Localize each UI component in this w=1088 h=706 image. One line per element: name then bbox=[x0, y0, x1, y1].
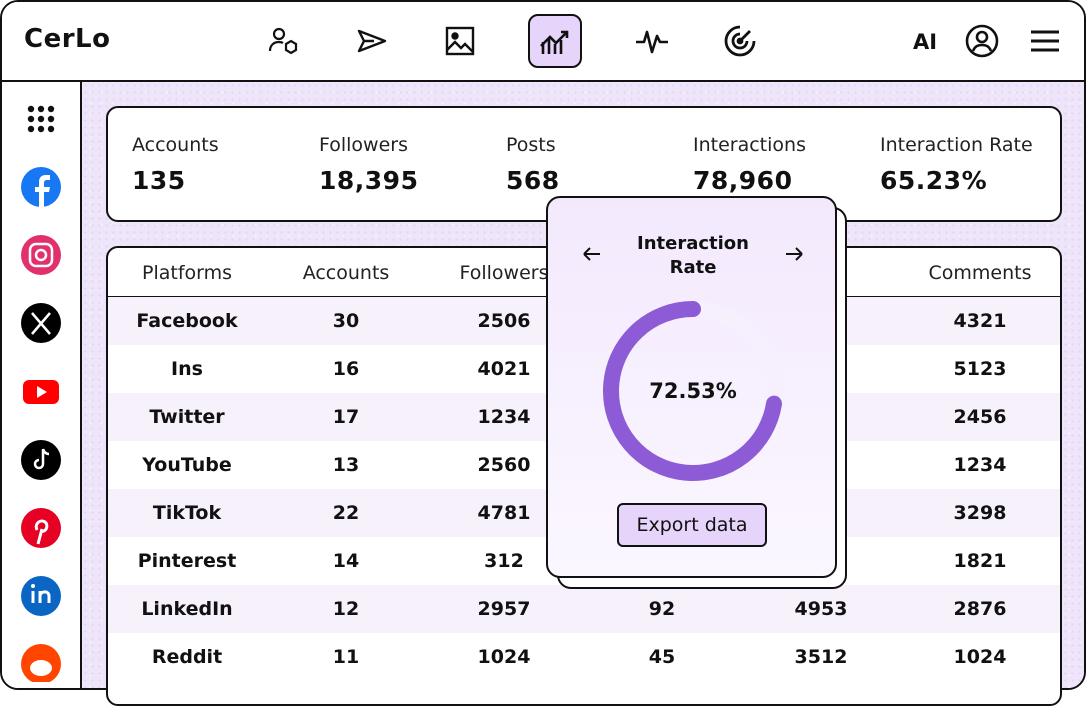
sidebar bbox=[2, 82, 82, 688]
table-cell: 4953 bbox=[794, 598, 848, 620]
table-cell: 12 bbox=[332, 598, 360, 620]
interaction-rate-popup: 72.53% Interaction Rate Export data bbox=[546, 196, 837, 578]
header-cell: Accounts bbox=[302, 262, 390, 284]
table-cell: 14 bbox=[332, 550, 360, 572]
table-cell: 16 bbox=[332, 358, 360, 380]
table-cell: 11 bbox=[332, 646, 360, 668]
stat: Interactions 78,960 bbox=[693, 134, 806, 195]
table-cell: 22 bbox=[332, 502, 360, 524]
stat-label: Followers bbox=[319, 134, 408, 156]
stat: Accounts 135 bbox=[132, 134, 219, 195]
table-cell: Facebook bbox=[136, 310, 238, 332]
table-row: LinkedIn 12 2957 92 4953 2876 bbox=[108, 585, 1060, 633]
export-button[interactable]: Export data bbox=[617, 503, 767, 547]
table-cell: 2876 bbox=[953, 598, 1007, 620]
table-cell: 1024 bbox=[477, 646, 531, 668]
stat-label: Interaction Rate bbox=[880, 134, 1033, 156]
table-cell: 1234 bbox=[953, 454, 1007, 476]
table-cell: 17 bbox=[332, 406, 360, 428]
table-cell: 2560 bbox=[477, 454, 531, 476]
stat: Posts 568 bbox=[506, 134, 560, 195]
apps-grid[interactable] bbox=[27, 105, 55, 133]
table-cell: 1024 bbox=[953, 646, 1007, 668]
table-cell: 1821 bbox=[953, 550, 1007, 572]
instagram-icon[interactable] bbox=[21, 235, 61, 275]
nav-media[interactable] bbox=[433, 14, 487, 68]
table-cell: 2957 bbox=[477, 598, 531, 620]
table-cell: 30 bbox=[332, 310, 360, 332]
table-cell: 13 bbox=[332, 454, 360, 476]
top-bar: CerLo AI bbox=[2, 2, 1084, 82]
stat-label: Posts bbox=[506, 134, 556, 156]
stat-value: 135 bbox=[132, 166, 186, 195]
nav-send[interactable] bbox=[345, 14, 399, 68]
table-cell: Reddit bbox=[151, 646, 223, 668]
table-cell: 4021 bbox=[477, 358, 531, 380]
stat-value: 78,960 bbox=[693, 166, 793, 195]
header-cell: Comments bbox=[928, 262, 1032, 284]
nav-analytics[interactable] bbox=[528, 14, 582, 68]
header-cell: Followers bbox=[459, 262, 549, 284]
donut: 72.53% bbox=[583, 247, 803, 481]
header-cell: Platforms bbox=[141, 262, 233, 284]
stat-label: Accounts bbox=[132, 134, 219, 156]
table-cell: 312 bbox=[484, 550, 524, 572]
ai-button[interactable]: AI bbox=[913, 30, 938, 54]
table-cell: 3512 bbox=[794, 646, 848, 668]
table-cell: YouTube bbox=[142, 454, 232, 476]
facebook-icon[interactable] bbox=[21, 167, 61, 207]
table-cell: LinkedIn bbox=[141, 598, 233, 620]
table-cell: 2506 bbox=[477, 310, 531, 332]
stat-value: 18,395 bbox=[319, 166, 419, 195]
social-icons bbox=[21, 105, 61, 684]
prev-arrow[interactable] bbox=[583, 247, 600, 261]
table-cell: Twitter bbox=[149, 406, 225, 428]
reddit-icon[interactable] bbox=[21, 644, 61, 684]
stat-label: Interactions bbox=[693, 134, 806, 156]
logo[interactable]: CerLo bbox=[24, 24, 111, 54]
nav-accounts[interactable] bbox=[256, 14, 310, 68]
tiktok-icon[interactable] bbox=[21, 440, 61, 480]
stat-value: 65.23% bbox=[880, 166, 988, 195]
table-cell: 4781 bbox=[477, 502, 531, 524]
table-cell: 4321 bbox=[953, 310, 1007, 332]
menu[interactable] bbox=[1018, 14, 1072, 68]
donut-value: 72.53% bbox=[649, 379, 736, 403]
nav-target[interactable] bbox=[713, 14, 767, 68]
table-cell: 92 bbox=[648, 598, 676, 620]
table-cell: 2456 bbox=[953, 406, 1007, 428]
linkedin-icon[interactable] bbox=[21, 576, 61, 616]
table-cell: TikTok bbox=[152, 502, 222, 524]
donut-arc bbox=[603, 301, 783, 481]
table-row: Reddit 11 1024 45 3512 1024 bbox=[108, 633, 1060, 681]
table-cell: 45 bbox=[648, 646, 676, 668]
next-arrow[interactable] bbox=[786, 247, 803, 261]
stat: Interaction Rate 65.23% bbox=[880, 134, 1033, 195]
table-cell: 3298 bbox=[953, 502, 1007, 524]
table-cell: 5123 bbox=[953, 358, 1007, 380]
pinterest-icon[interactable] bbox=[21, 508, 61, 548]
table-cell: Ins bbox=[171, 358, 203, 380]
table-cell: 1234 bbox=[477, 406, 531, 428]
youtube-icon[interactable] bbox=[23, 380, 59, 404]
platform-table: Platforms Accounts Followers Comments Facebo… bbox=[106, 246, 1062, 706]
x-icon[interactable] bbox=[21, 303, 61, 343]
popup-title: Interaction Rate bbox=[637, 233, 749, 278]
stat-value: 568 bbox=[506, 166, 560, 195]
table-cell: Pinterest bbox=[137, 550, 237, 572]
stat: Followers 18,395 bbox=[319, 134, 418, 195]
nav-activity[interactable] bbox=[625, 14, 679, 68]
profile[interactable] bbox=[955, 14, 1009, 68]
